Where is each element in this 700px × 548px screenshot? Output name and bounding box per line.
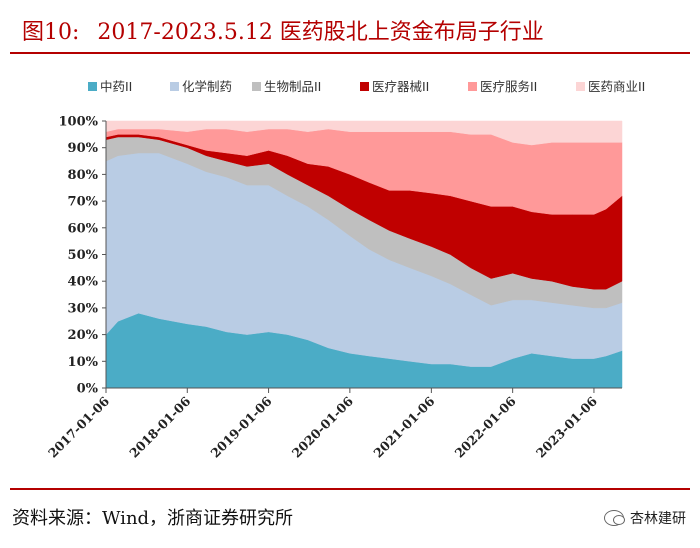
legend-label: 医疗服务II bbox=[480, 79, 537, 94]
legend-label: 生物制品II bbox=[264, 79, 321, 94]
x-tick-label: 2020-01-06 bbox=[289, 393, 356, 460]
legend-swatch bbox=[468, 82, 477, 91]
chat-bubble-icon bbox=[604, 510, 625, 526]
legend-swatch bbox=[88, 82, 97, 91]
legend-label: 医疗器械II bbox=[372, 79, 429, 94]
y-tick-label: 90% bbox=[68, 141, 99, 156]
y-tick-label: 10% bbox=[68, 355, 99, 370]
legend: 中药II 化学制药 生物制品II 医疗器械II 医疗服务II 医药商业II bbox=[88, 79, 645, 94]
legend-swatch bbox=[252, 82, 261, 91]
legend-swatch bbox=[576, 82, 585, 91]
figure-title-text: 2017-2023.5.12 医药股北上资金布局子行业 bbox=[97, 20, 544, 45]
figure-number: 图10: bbox=[22, 20, 80, 45]
watermark-text: 杏林建研 bbox=[630, 511, 686, 527]
x-tick-label: 2017-01-06 bbox=[45, 393, 112, 460]
footer-rule bbox=[10, 488, 690, 490]
x-tick-label: 2021-01-06 bbox=[370, 393, 437, 460]
title-rule bbox=[10, 52, 690, 54]
legend-label: 中药II bbox=[100, 79, 132, 94]
x-tick-label: 2018-01-06 bbox=[126, 393, 193, 460]
x-tick-label: 2022-01-06 bbox=[452, 393, 519, 460]
y-tick-label: 80% bbox=[68, 168, 99, 183]
series-area bbox=[105, 120, 623, 146]
y-tick-label: 20% bbox=[68, 328, 99, 343]
legend-swatch bbox=[360, 82, 369, 91]
stacked-area-chart: 中药II 化学制药 生物制品II 医疗器械II 医疗服务II 医药商业II 0% 10% 20%… bbox=[45, 79, 645, 461]
legend-swatch bbox=[170, 82, 179, 91]
y-tick-label: 70% bbox=[68, 195, 99, 210]
legend-label: 医药商业II bbox=[588, 79, 645, 94]
y-tick-label: 100% bbox=[59, 115, 99, 130]
legend-label: 化学制药 bbox=[182, 79, 232, 94]
y-tick-label: 50% bbox=[68, 248, 99, 263]
x-tick-label: 2019-01-06 bbox=[208, 393, 275, 460]
series-areas bbox=[105, 120, 623, 389]
figure-title: 图10: 2017-2023.5.12 医药股北上资金布局子行业 bbox=[22, 14, 544, 46]
x-tick-label: 2023-01-06 bbox=[533, 393, 600, 460]
y-tick-label: 30% bbox=[68, 301, 99, 316]
y-tick-label: 40% bbox=[68, 275, 99, 290]
watermark: 杏林建研 bbox=[604, 508, 686, 528]
y-tick-label: 60% bbox=[68, 221, 99, 236]
source-note: 资料来源：Wind，浙商证券研究所 bbox=[12, 508, 294, 529]
y-tick-label: 0% bbox=[77, 382, 99, 397]
